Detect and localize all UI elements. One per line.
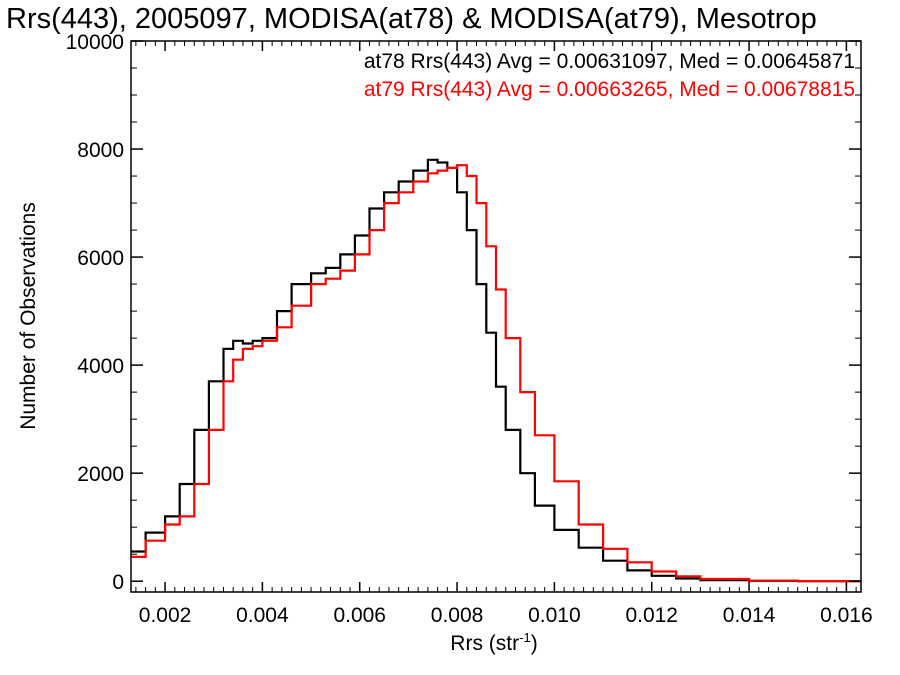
series-line-1 — [131, 164, 861, 583]
y-axis-label: Number of Observations — [17, 202, 40, 430]
y-tick-label: 6000 — [77, 247, 124, 270]
series-layer — [131, 158, 861, 583]
x-axis-label-close: ) — [531, 632, 538, 655]
y-tick-label: 8000 — [77, 139, 124, 162]
x-tick-label: 0.008 — [431, 604, 484, 627]
x-axis-label-sup: -1 — [519, 630, 531, 645]
x-tick-label: 0.004 — [236, 604, 289, 627]
y-tick-label: 0 — [112, 571, 124, 594]
y-tick-label: 2000 — [77, 463, 124, 486]
x-axis-label-main: Rrs (str — [450, 632, 519, 655]
x-tick-label: 0.016 — [820, 604, 873, 627]
x-tick-label: 0.002 — [139, 604, 192, 627]
x-tick-label: 0.010 — [528, 604, 581, 627]
x-tick-label: 0.014 — [723, 604, 776, 627]
x-tick-label: 0.006 — [333, 604, 386, 627]
legend-annotation-at79: at79 Rrs(443) Avg = 0.00663265, Med = 0.… — [364, 78, 855, 101]
chart-title: Rrs(443), 2005097, MODISA(at78) & MODISA… — [6, 3, 817, 35]
ticks-layer: 0.002 0.004 0.006 0.008 0.010 0.012 0.014 0.016… — [66, 31, 873, 627]
x-axis-label: Rrs (str-1) — [450, 630, 537, 655]
y-tick-label: 10000 — [66, 31, 124, 54]
series-line-0 — [131, 158, 861, 583]
x-tick-label: 0.012 — [625, 604, 678, 627]
y-tick-label: 4000 — [77, 355, 124, 378]
legend-annotation-at78: at78 Rrs(443) Avg = 0.00631097, Med = 0.… — [364, 50, 855, 73]
